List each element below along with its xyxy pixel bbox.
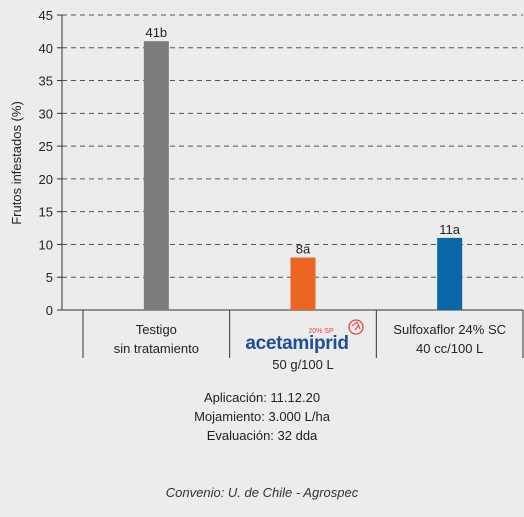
data-label: 11a: [439, 222, 460, 237]
category-label: 50 g/100 L: [272, 357, 333, 372]
bars: [143, 41, 463, 310]
y-tick-label: 10: [39, 237, 53, 252]
y-tick-labels: 0 5 10 15 20 25 30 35 40 45: [39, 8, 53, 318]
footnotes: Aplicación: 11.12.20 Mojamiento: 3.000 L…: [0, 388, 524, 445]
category-label: Sulfoxaflor 24% SC: [393, 322, 506, 337]
grid-lines: [57, 14, 523, 311]
wetting-volume: Mojamiento: 3.000 L/ha: [194, 409, 330, 424]
y-tick-label: 45: [39, 8, 53, 23]
y-tick-label: 30: [39, 106, 53, 121]
category-label: sin tratamiento: [114, 341, 199, 356]
y-tick-label: 35: [39, 74, 53, 89]
data-label: 41b: [145, 25, 167, 40]
brand-badge: 20% SP: [308, 328, 334, 335]
brand-mark-icon: [348, 319, 364, 335]
data-label: 8a: [296, 242, 311, 257]
bar: [290, 257, 316, 310]
brand-mark-circle: [348, 319, 364, 335]
brand-mark-stroke: [351, 321, 361, 331]
y-tick-label: 20: [39, 172, 53, 187]
credit-line: Convenio: U. de Chile - Agrospec: [165, 485, 359, 500]
brand-logo-text: acetamiprid: [245, 333, 348, 354]
bar: [437, 237, 463, 310]
application-date: Aplicación: 11.12.20: [203, 390, 321, 405]
y-tick-label: 40: [39, 41, 53, 56]
y-tick-label: 0: [46, 303, 53, 318]
y-axis-label: Frutos infestados (%): [9, 101, 24, 225]
bar: [143, 41, 169, 310]
data-labels: 41b 8a 11a: [145, 25, 460, 256]
bar-chart: 0 5 10 15 20 25 30 35 40 45 41b 8a 11a Testigo sin t…: [9, 8, 524, 372]
category-label: Testigo: [136, 322, 177, 337]
y-tick-label: 15: [39, 205, 53, 220]
y-tick-label: 25: [39, 139, 53, 154]
y-tick-label: 5: [46, 270, 53, 285]
category-label: 40 cc/100 L: [416, 341, 483, 356]
evaluation-time: Evaluación: 32 dda: [206, 428, 318, 443]
